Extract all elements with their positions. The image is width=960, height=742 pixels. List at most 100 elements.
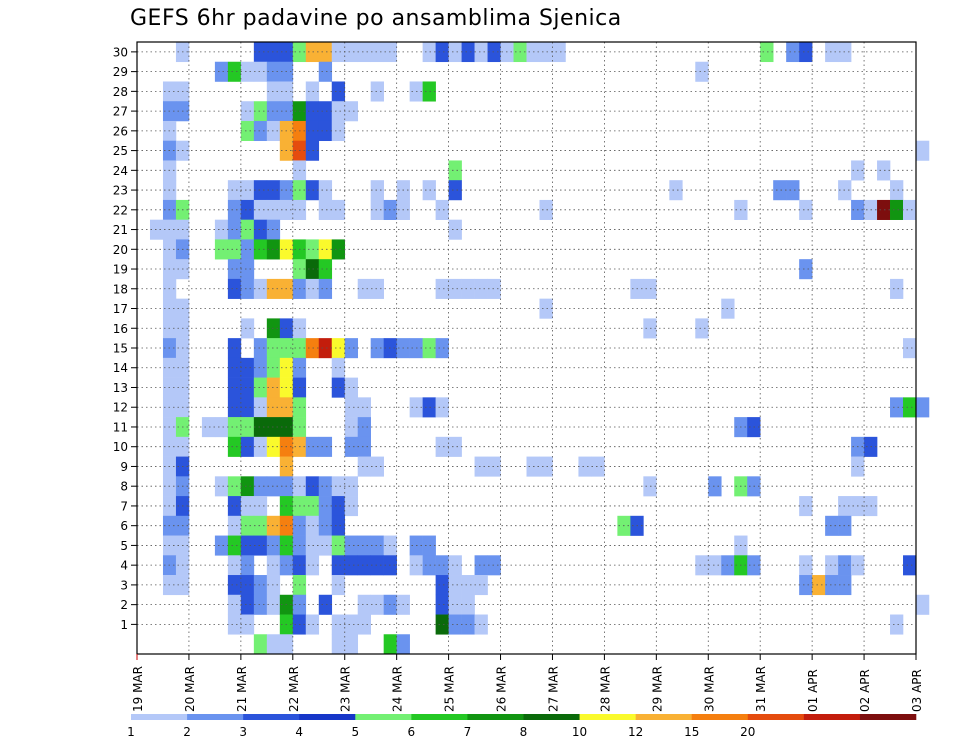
heatmap-cell <box>305 338 320 359</box>
colorbar-label: 20 <box>740 725 755 739</box>
heatmap-cell <box>240 397 255 418</box>
y-tick-label: 1 <box>120 618 128 632</box>
heatmap-cell <box>890 199 904 220</box>
y-tick-label: 16 <box>113 322 128 336</box>
heatmap-cell <box>344 377 359 398</box>
heatmap-cell <box>474 555 488 576</box>
heatmap-cell <box>266 634 281 655</box>
heatmap-cell <box>253 101 268 122</box>
heatmap-cell <box>435 436 449 457</box>
heatmap-cell <box>422 555 436 576</box>
heatmap-cell <box>695 555 709 576</box>
heatmap-cell <box>214 239 229 260</box>
x-tick-label: 27 MAR <box>546 666 560 712</box>
heatmap-cell <box>474 614 488 635</box>
heatmap-cell <box>253 397 268 418</box>
heatmap-cell <box>370 278 384 299</box>
heatmap-cell <box>305 42 320 63</box>
heatmap-cell <box>643 318 657 339</box>
y-tick-label: 22 <box>113 203 128 217</box>
heatmap-cell <box>357 614 371 635</box>
y-tick-label: 3 <box>120 578 128 592</box>
heatmap-cell <box>318 180 333 201</box>
heatmap-cell <box>370 594 384 615</box>
colorbar-swatch <box>859 714 917 720</box>
heatmap-cell <box>448 555 462 576</box>
heatmap-cell <box>799 199 813 220</box>
colorbar-swatch <box>635 714 693 720</box>
x-tick-label: 23 MAR <box>339 666 353 712</box>
heatmap-cell <box>331 614 346 635</box>
heatmap-cell <box>227 338 242 359</box>
heatmap-cell <box>227 436 242 457</box>
heatmap-cell <box>461 614 475 635</box>
x-tick-label: 03 APR <box>910 669 924 712</box>
heatmap-cell <box>786 180 800 201</box>
heatmap-cell <box>422 81 436 102</box>
heatmap-cell <box>318 61 333 82</box>
heatmap-cell <box>318 535 333 556</box>
heatmap-cell <box>448 180 462 201</box>
heatmap-cell <box>461 575 475 596</box>
heatmap-cell <box>890 397 904 418</box>
heatmap-cell <box>448 614 462 635</box>
heatmap-cell <box>227 575 242 596</box>
heatmap-cell <box>240 575 255 596</box>
heatmap-cell <box>253 357 268 378</box>
heatmap-cell <box>240 199 255 220</box>
heatmap-cell <box>318 239 333 260</box>
colorbar-swatch <box>355 714 412 720</box>
y-tick-label: 9 <box>120 460 128 474</box>
heatmap-cell <box>461 278 475 299</box>
heatmap-cell <box>253 594 268 615</box>
heatmap-cell <box>318 436 333 457</box>
heatmap-cell <box>799 496 813 517</box>
heatmap-cell <box>825 555 839 576</box>
heatmap-cell <box>253 42 268 63</box>
heatmap-cell <box>149 219 164 240</box>
heatmap-cell <box>240 180 255 201</box>
heatmap-cell <box>357 594 371 615</box>
x-tick-label: 19 MAR <box>131 666 145 712</box>
heatmap-cell <box>253 496 268 517</box>
heatmap-cell <box>240 239 255 260</box>
heatmap-cell <box>591 456 605 477</box>
heatmap-cell <box>318 42 333 63</box>
heatmap-cell <box>227 397 242 418</box>
heatmap-cell <box>344 614 359 635</box>
x-tick-label: 20 MAR <box>183 666 197 712</box>
heatmap-cell <box>344 535 359 556</box>
heatmap-cell <box>383 634 397 655</box>
heatmap-cell <box>370 42 384 63</box>
y-tick-label: 7 <box>120 499 128 513</box>
heatmap-cell <box>279 634 294 655</box>
heatmap-cell <box>344 42 359 63</box>
heatmap-cell <box>890 180 904 201</box>
heatmap-cell <box>253 535 268 556</box>
y-tick-label: 20 <box>113 243 128 257</box>
heatmap-cell <box>357 436 371 457</box>
heatmap-cell <box>357 278 371 299</box>
heatmap-cell <box>305 515 320 536</box>
x-tick-label: 26 MAR <box>495 666 509 712</box>
y-tick-label: 14 <box>113 361 128 375</box>
heatmap-cell <box>240 436 255 457</box>
y-tick-label: 10 <box>113 440 128 454</box>
colorbar-label: 12 <box>628 725 643 739</box>
x-axis: 19 MAR 20 MAR 21 MAR 22 MAR 23 MAR 24 MAR 25 M… <box>131 654 924 712</box>
heatmap-cell <box>318 476 333 497</box>
heatmap-cell <box>227 357 242 378</box>
heatmap-cell <box>643 278 657 299</box>
heatmap-cell <box>253 180 268 201</box>
heatmap-cell <box>240 278 255 299</box>
heatmap-cell <box>448 436 462 457</box>
heatmap-cell <box>448 278 462 299</box>
heatmap-cell <box>435 199 449 220</box>
y-tick-label: 4 <box>120 559 128 573</box>
heatmap-cell <box>357 42 371 63</box>
heatmap-cell <box>916 594 930 615</box>
heatmap-cell <box>357 397 371 418</box>
heatmap-cell <box>825 42 839 63</box>
colorbar-swatch <box>579 714 636 720</box>
heatmap-cell <box>253 575 268 596</box>
